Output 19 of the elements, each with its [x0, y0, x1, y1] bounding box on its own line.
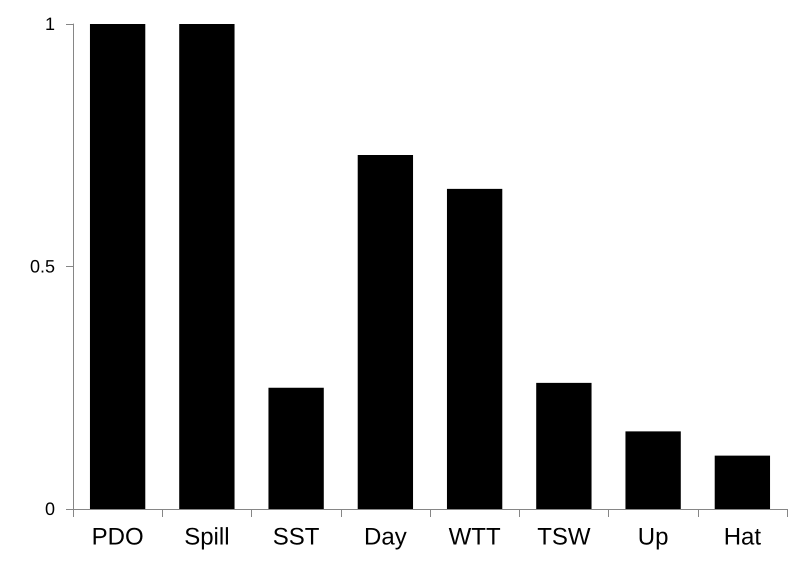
bar: [90, 24, 146, 509]
x-tick-label: SST: [272, 524, 320, 550]
bar: [358, 154, 414, 509]
y-tick-label: 0.5: [30, 256, 55, 276]
bar: [446, 188, 502, 509]
x-tick-label: Day: [364, 524, 407, 550]
bar: [714, 456, 770, 509]
x-tick-label: PDO: [92, 524, 144, 550]
bar: [625, 431, 681, 509]
x-tick-label: WTT: [448, 524, 501, 550]
y-tick-label: 1: [44, 14, 55, 34]
x-tick-label: Hat: [724, 524, 762, 550]
bar: [536, 382, 592, 509]
x-tick-label: Spill: [184, 524, 230, 550]
bar: [268, 388, 324, 509]
x-tick-label: Up: [638, 524, 668, 550]
x-tick-label: TSW: [537, 524, 591, 550]
y-tick-label: 0: [44, 499, 55, 519]
bar: [179, 24, 235, 509]
